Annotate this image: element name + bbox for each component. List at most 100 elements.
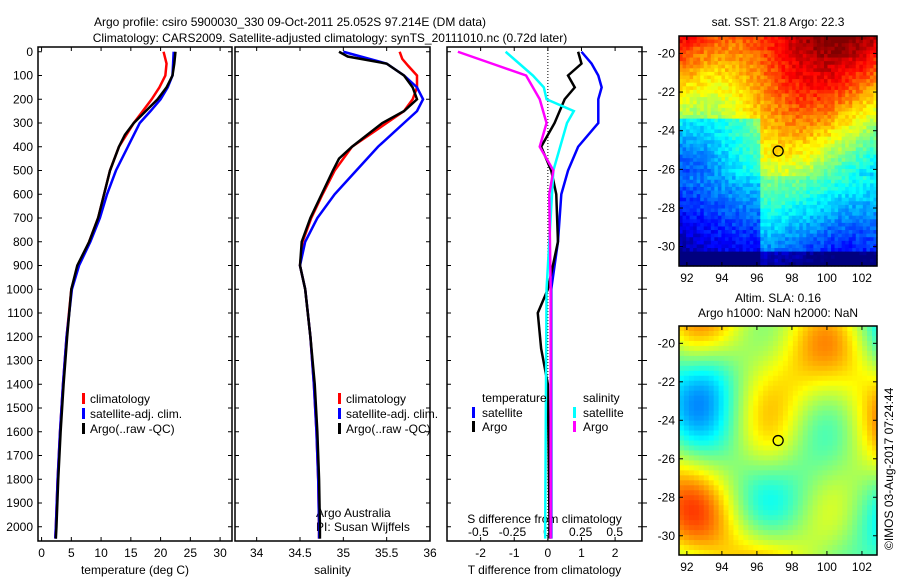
map-cell xyxy=(873,43,878,48)
map-cell xyxy=(693,445,700,452)
map-cell xyxy=(795,226,800,231)
map-cell xyxy=(739,179,744,184)
map-cell xyxy=(733,355,739,362)
map-cell xyxy=(767,258,772,264)
map-cell xyxy=(813,129,818,134)
map-cell xyxy=(834,165,839,170)
map-cell xyxy=(703,405,710,412)
map-cell xyxy=(866,190,871,195)
map-cell xyxy=(763,136,768,141)
map-cell xyxy=(847,430,853,437)
map-cell xyxy=(749,190,754,195)
map-cell xyxy=(707,36,712,41)
map-cell xyxy=(855,115,860,120)
map-cell xyxy=(728,212,733,217)
map-cell xyxy=(700,86,705,91)
map-cell xyxy=(834,255,839,260)
map-cell xyxy=(872,370,878,377)
map-cell xyxy=(778,179,783,184)
map-cell xyxy=(778,340,784,347)
map-cell xyxy=(852,161,857,166)
map-cell xyxy=(822,355,829,362)
map-cell xyxy=(873,71,878,77)
map-cell xyxy=(816,151,822,156)
map-cell xyxy=(873,97,878,102)
map-cell xyxy=(724,237,730,242)
map-cell xyxy=(763,350,769,357)
map-cell xyxy=(743,455,749,462)
map-cell xyxy=(802,326,809,332)
map-cell xyxy=(802,355,809,362)
map-cell xyxy=(799,89,804,95)
map-cell xyxy=(820,172,825,177)
map-cell xyxy=(862,75,867,80)
map-cell xyxy=(838,222,843,228)
map-cell xyxy=(696,158,701,163)
map-cell xyxy=(700,201,705,206)
map-cell xyxy=(721,93,726,98)
map-cell xyxy=(869,46,875,51)
map-cell xyxy=(748,370,754,377)
map-cell xyxy=(696,118,701,123)
map-cell xyxy=(841,244,846,249)
map-cell xyxy=(756,230,761,235)
map-cell xyxy=(739,222,744,228)
map-cell xyxy=(693,129,698,134)
map-cell xyxy=(866,75,871,80)
map-cell xyxy=(822,440,829,447)
map-cell xyxy=(859,143,864,149)
map-cell xyxy=(735,215,740,220)
map-cell xyxy=(787,370,794,377)
map-cell xyxy=(820,208,825,213)
map-cell xyxy=(713,335,720,342)
map-cell xyxy=(822,405,829,412)
map-cell xyxy=(756,190,761,195)
map-cell xyxy=(787,385,794,392)
map-cell xyxy=(845,115,850,120)
map-cell xyxy=(827,219,832,224)
map-cell xyxy=(785,143,790,149)
map-cell xyxy=(781,151,786,156)
map-cell xyxy=(767,140,772,145)
map-cell xyxy=(753,39,758,44)
map-cell xyxy=(852,208,857,213)
map-cell xyxy=(689,118,694,123)
map-cell xyxy=(714,151,719,156)
panel-differences: -2 -1 0 1 2T difference from climatology-0.5… xyxy=(446,46,647,577)
map-cell xyxy=(857,326,863,332)
map-cell xyxy=(728,208,733,213)
map-cell xyxy=(781,36,786,41)
map-cell xyxy=(834,197,839,202)
map-cell xyxy=(679,208,684,213)
map-cell xyxy=(778,79,783,84)
map-cell xyxy=(841,197,846,202)
map-cell xyxy=(746,143,751,149)
map-cell xyxy=(872,445,878,452)
map-cell xyxy=(827,133,832,138)
map-cell xyxy=(806,233,811,238)
map-cell xyxy=(724,176,730,181)
map-cell xyxy=(724,118,730,123)
map-cell xyxy=(848,179,853,184)
map-cell xyxy=(834,140,839,145)
map-cell xyxy=(845,219,850,224)
map-cell xyxy=(693,125,698,131)
map-cell xyxy=(710,140,715,145)
map-cell xyxy=(746,100,751,105)
map-cell xyxy=(778,197,783,202)
map-cell xyxy=(855,158,860,163)
map-cell xyxy=(792,46,797,51)
map-cell xyxy=(823,161,829,166)
map-cell xyxy=(855,64,860,69)
map-cell xyxy=(852,104,857,109)
map-cell xyxy=(869,251,875,256)
map-cell xyxy=(806,118,811,123)
map-cell xyxy=(733,330,739,337)
map-cell xyxy=(802,255,807,260)
map-cell xyxy=(746,154,751,159)
map-cell xyxy=(718,410,725,417)
map-cell xyxy=(721,50,726,55)
map-cell xyxy=(738,445,744,452)
map-cell xyxy=(782,335,789,342)
map-cell xyxy=(817,425,824,432)
